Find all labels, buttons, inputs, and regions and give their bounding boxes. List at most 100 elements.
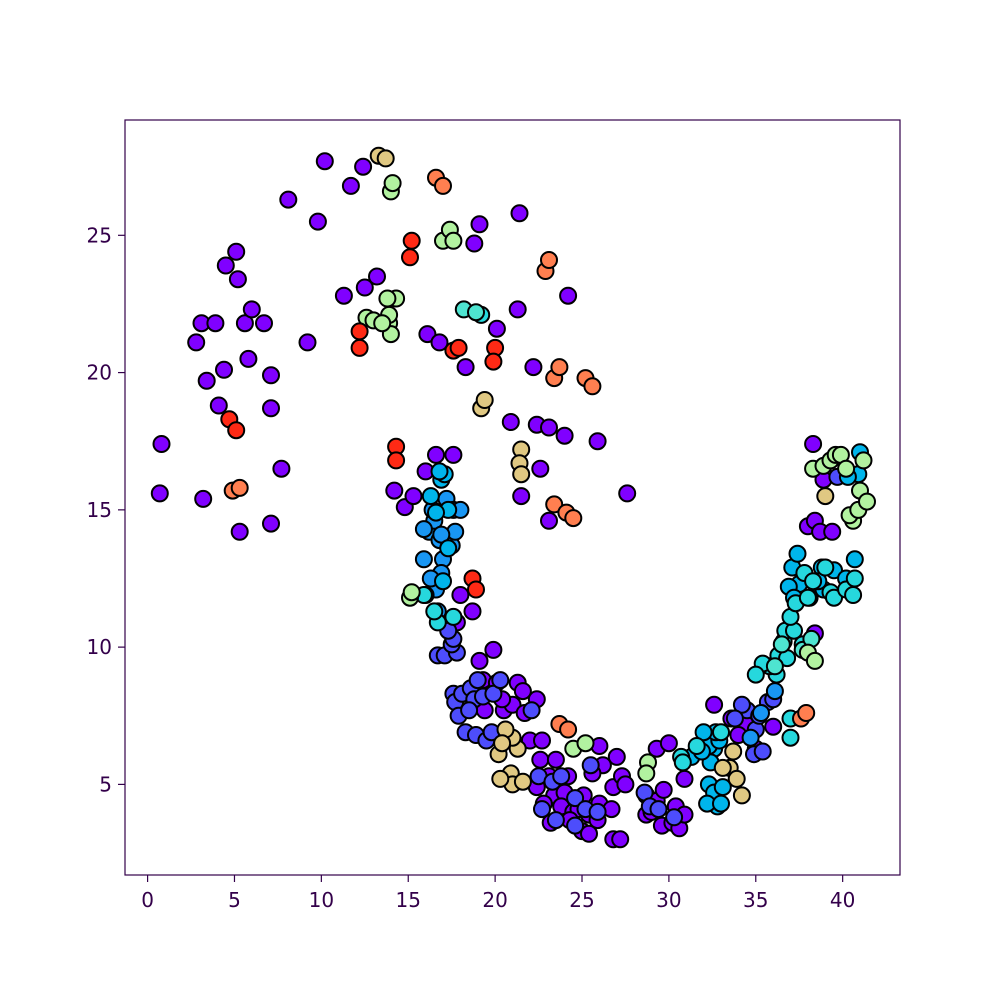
data-point: [402, 583, 421, 602]
x-tick-label: 5: [228, 888, 241, 912]
data-point: [451, 586, 470, 604]
data-point: [235, 314, 254, 333]
data-point: [434, 572, 452, 591]
data-point: [545, 495, 564, 514]
data-point: [465, 234, 484, 253]
y-tick-label: 10: [87, 635, 112, 659]
data-point: [580, 824, 598, 843]
data-point: [418, 325, 437, 344]
data-point: [425, 602, 444, 621]
data-point: [385, 481, 404, 500]
data-point: [383, 174, 402, 193]
data-point: [854, 451, 873, 470]
data-point: [242, 300, 261, 319]
data-point: [262, 399, 280, 418]
data-point: [724, 742, 743, 761]
data-point: [694, 723, 713, 742]
data-point: [467, 303, 485, 322]
data-point: [753, 742, 772, 761]
data-point: [654, 780, 673, 799]
data-point: [781, 728, 800, 747]
data-point: [649, 800, 668, 819]
plot-area-frame: [124, 119, 901, 876]
data-point: [805, 651, 824, 670]
data-point: [823, 522, 842, 541]
x-tick-label: 40: [830, 888, 855, 912]
data-point: [752, 704, 770, 722]
data-point: [581, 756, 600, 775]
data-point: [493, 734, 512, 753]
data-point: [460, 701, 479, 720]
data-point: [564, 509, 583, 528]
data-point: [546, 750, 565, 769]
data-point: [467, 580, 485, 599]
data-point: [611, 830, 630, 849]
data-point: [566, 816, 585, 835]
data-point: [444, 231, 463, 250]
data-point: [355, 278, 374, 297]
data-point: [533, 800, 551, 819]
data-point: [687, 737, 706, 755]
data-point: [484, 640, 503, 659]
data-point: [858, 492, 876, 511]
y-tick-label: 25: [87, 223, 112, 247]
data-point: [239, 349, 258, 368]
data-point: [727, 769, 746, 788]
data-point: [797, 704, 816, 722]
data-point: [513, 772, 532, 791]
data-point: [508, 300, 527, 319]
data-point: [712, 723, 730, 742]
data-point: [540, 511, 558, 530]
data-point: [576, 734, 595, 753]
data-point: [510, 204, 529, 223]
data-point: [540, 418, 558, 437]
data-point: [272, 459, 291, 478]
data-point: [334, 286, 353, 305]
x-tick-label: 25: [569, 888, 594, 912]
data-point: [550, 358, 569, 377]
data-point: [444, 607, 463, 626]
data-point: [816, 558, 835, 577]
data-point: [804, 572, 823, 591]
data-point: [540, 251, 558, 269]
y-tick-label: 15: [87, 498, 112, 522]
y-tick-label: 5: [99, 772, 112, 796]
data-point: [468, 671, 487, 690]
data-point: [227, 242, 246, 261]
data-point: [741, 728, 760, 747]
data-point: [665, 808, 684, 827]
data-point: [788, 544, 807, 563]
data-point: [837, 459, 856, 478]
points-layer: [150, 146, 876, 849]
data-point: [816, 487, 835, 506]
data-point: [825, 588, 843, 607]
data-point: [449, 338, 468, 357]
data-point: [531, 459, 550, 478]
data-point: [152, 435, 171, 453]
data-point: [491, 671, 510, 690]
data-point: [427, 503, 445, 522]
data-point: [798, 588, 817, 607]
data-point: [487, 319, 506, 338]
data-point: [764, 717, 783, 736]
data-point: [513, 682, 532, 701]
data-point: [524, 358, 543, 377]
data-point: [705, 695, 724, 714]
data-point: [456, 358, 475, 377]
data-point: [378, 289, 397, 308]
data-point: [512, 487, 531, 506]
data-point: [376, 149, 395, 168]
data-point: [434, 176, 452, 195]
data-point: [732, 695, 751, 714]
y-tick-label: 20: [87, 361, 112, 385]
data-point: [546, 811, 565, 830]
data-point: [216, 256, 235, 275]
data-point: [845, 550, 864, 569]
data-point: [279, 190, 298, 209]
data-point: [772, 635, 791, 654]
data-point: [533, 731, 551, 750]
data-point: [197, 371, 216, 390]
data-point: [439, 539, 458, 558]
